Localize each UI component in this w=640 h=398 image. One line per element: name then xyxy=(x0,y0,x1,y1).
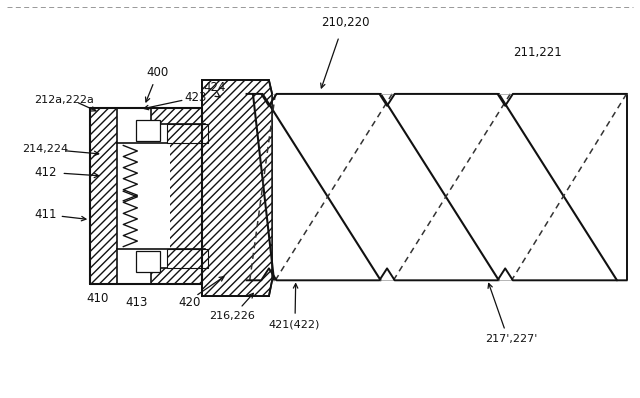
Text: 212a,222a: 212a,222a xyxy=(35,95,95,105)
Text: 410: 410 xyxy=(86,293,109,305)
Polygon shape xyxy=(167,124,208,143)
Text: 210,220: 210,220 xyxy=(321,16,370,29)
Text: 423: 423 xyxy=(184,92,207,104)
Text: 413: 413 xyxy=(125,297,147,309)
Text: 216,226: 216,226 xyxy=(209,311,255,321)
Polygon shape xyxy=(117,108,205,143)
Text: 424: 424 xyxy=(204,82,226,94)
Polygon shape xyxy=(167,249,208,268)
Text: 214,224: 214,224 xyxy=(22,144,68,154)
Text: 217',227': 217',227' xyxy=(485,334,538,343)
Text: 400: 400 xyxy=(146,66,168,78)
Text: 411: 411 xyxy=(34,209,57,221)
Text: 211,221: 211,221 xyxy=(513,46,561,59)
Text: 412: 412 xyxy=(34,166,57,179)
Polygon shape xyxy=(202,80,272,296)
Text: 421(422): 421(422) xyxy=(269,320,320,330)
Polygon shape xyxy=(90,108,202,284)
Polygon shape xyxy=(117,249,205,284)
Polygon shape xyxy=(136,120,161,142)
Polygon shape xyxy=(117,143,170,249)
Text: 420: 420 xyxy=(178,297,200,309)
Polygon shape xyxy=(136,251,161,272)
